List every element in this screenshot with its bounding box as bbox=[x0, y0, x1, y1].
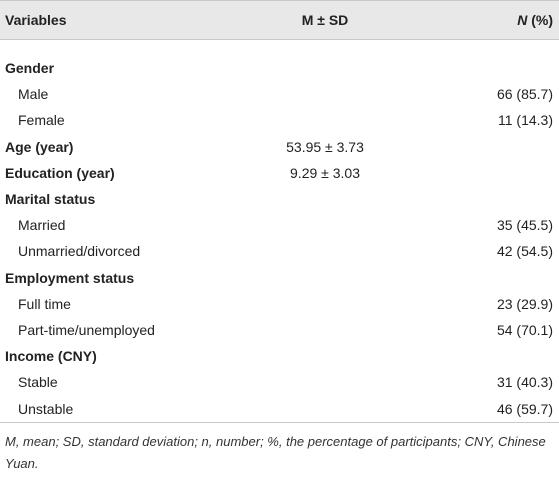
row-heading: Gender bbox=[5, 60, 55, 76]
header-cell: N (%) bbox=[517, 10, 553, 30]
header-row: Variables M ± SD N (%) bbox=[0, 0, 559, 40]
row-label: Full time bbox=[18, 295, 71, 312]
n-percent-cell: 31 (40.3) bbox=[496, 374, 553, 391]
row-label: Female bbox=[18, 112, 65, 129]
row-heading: Age (year) bbox=[5, 138, 74, 155]
n-percent-cell: 11 (14.3) bbox=[498, 112, 553, 129]
row-label: Unstable bbox=[18, 400, 74, 417]
header-cell: M ± SD bbox=[301, 12, 349, 28]
row-label: Married bbox=[18, 217, 66, 234]
n-percent-cell: 66 (85.7) bbox=[496, 86, 553, 103]
n-percent-cell: 35 (45.5) bbox=[496, 217, 553, 234]
mean-sd-cell: 53.95 ± 3.73 bbox=[286, 138, 364, 155]
row-label: Unmarried/divorced bbox=[18, 243, 141, 260]
row-heading: Income (CNY) bbox=[5, 348, 97, 365]
row-label: Male bbox=[18, 86, 49, 103]
bottom-rule bbox=[0, 422, 559, 423]
n-percent-cell: 23 (29.9) bbox=[496, 295, 553, 312]
header-text: (%) bbox=[527, 12, 553, 28]
row-heading: Education (year) bbox=[5, 164, 115, 181]
mean-sd-cell: 9.29 ± 3.03 bbox=[290, 164, 360, 181]
header-italic: N bbox=[517, 12, 528, 28]
row-label: Part-time/unemployed bbox=[18, 322, 155, 338]
header-cell: Variables bbox=[5, 12, 67, 28]
n-percent-cell: 54 (70.1) bbox=[496, 322, 553, 338]
row-heading: Employment status bbox=[5, 269, 135, 286]
footnote: M, mean; SD, standard deviation; n, numb… bbox=[5, 434, 546, 471]
n-percent-cell: 46 (59.7) bbox=[496, 400, 553, 417]
n-percent-cell: 42 (54.5) bbox=[496, 243, 553, 260]
row-label: Stable bbox=[18, 374, 58, 391]
row-heading: Marital status bbox=[5, 191, 96, 207]
